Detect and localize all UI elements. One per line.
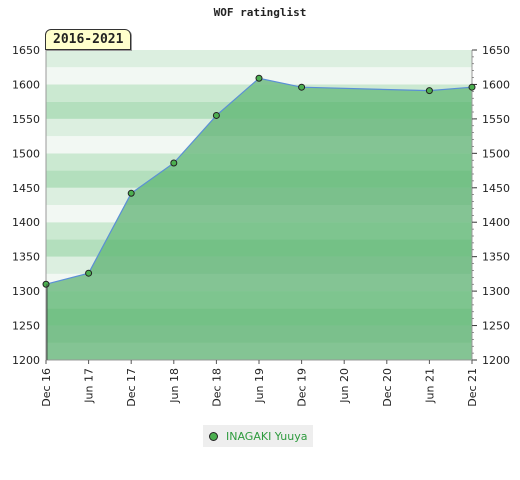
- y-tick-label-left: 1500: [12, 147, 40, 160]
- y-tick-label-left: 1350: [12, 251, 40, 264]
- y-tick-label-left: 1650: [12, 44, 40, 57]
- data-point: [42, 280, 50, 288]
- data-point: [468, 83, 476, 91]
- legend-label: INAGAKI Yuuya: [226, 429, 308, 443]
- x-tick-label: Dec 17: [125, 368, 138, 407]
- y-tick-label-left: 1400: [12, 216, 40, 229]
- x-tick-label: Jun 19: [253, 368, 266, 404]
- legend[interactable]: INAGAKI Yuuya: [203, 425, 314, 447]
- chart-title: WOF ratinglist: [213, 6, 307, 19]
- y-tick-label-right: 1450: [482, 182, 510, 195]
- data-point: [425, 87, 433, 95]
- x-tick-label: Dec 16: [40, 368, 53, 407]
- x-tick-label: Dec 18: [210, 368, 223, 407]
- y-tick-label-right: 1400: [482, 216, 510, 229]
- y-tick-label-right: 1500: [482, 147, 510, 160]
- data-point: [170, 159, 178, 167]
- y-tick-label-right: 1350: [482, 251, 510, 264]
- area-band: [46, 256, 472, 292]
- x-tick-label: Jun 18: [168, 368, 181, 404]
- y-tick-label-left: 1200: [12, 354, 40, 367]
- data-point: [298, 83, 306, 91]
- y-tick-label-right: 1200: [482, 354, 510, 367]
- x-tick-label: Dec 20: [381, 368, 394, 407]
- data-point: [212, 111, 220, 119]
- y-tick-label-left: 1550: [12, 113, 40, 126]
- legend-marker: [209, 431, 218, 441]
- background-band: [46, 50, 472, 68]
- period-badge: 2016-2021: [45, 29, 132, 50]
- y-tick-label-right: 1650: [482, 44, 510, 57]
- y-tick-label-left: 1450: [12, 182, 40, 195]
- data-point: [255, 74, 263, 82]
- y-tick-label-right: 1600: [482, 78, 510, 91]
- x-tick-label: Jun 17: [83, 368, 96, 404]
- y-tick-label-right: 1550: [482, 113, 510, 126]
- x-tick-label: Dec 21: [466, 368, 479, 407]
- y-tick-label-right: 1250: [482, 320, 510, 333]
- x-tick-label: Jun 20: [338, 368, 351, 404]
- y-tick-label-right: 1300: [482, 285, 510, 298]
- y-tick-label-left: 1300: [12, 285, 40, 298]
- x-tick-label: Dec 19: [296, 368, 309, 407]
- y-tick-label-left: 1250: [12, 320, 40, 333]
- x-tick-label: Jun 21: [423, 368, 436, 404]
- data-point: [85, 269, 93, 277]
- data-point: [127, 189, 135, 197]
- area-band: [46, 325, 472, 360]
- y-tick-label-left: 1600: [12, 78, 40, 91]
- series-area: [46, 78, 472, 360]
